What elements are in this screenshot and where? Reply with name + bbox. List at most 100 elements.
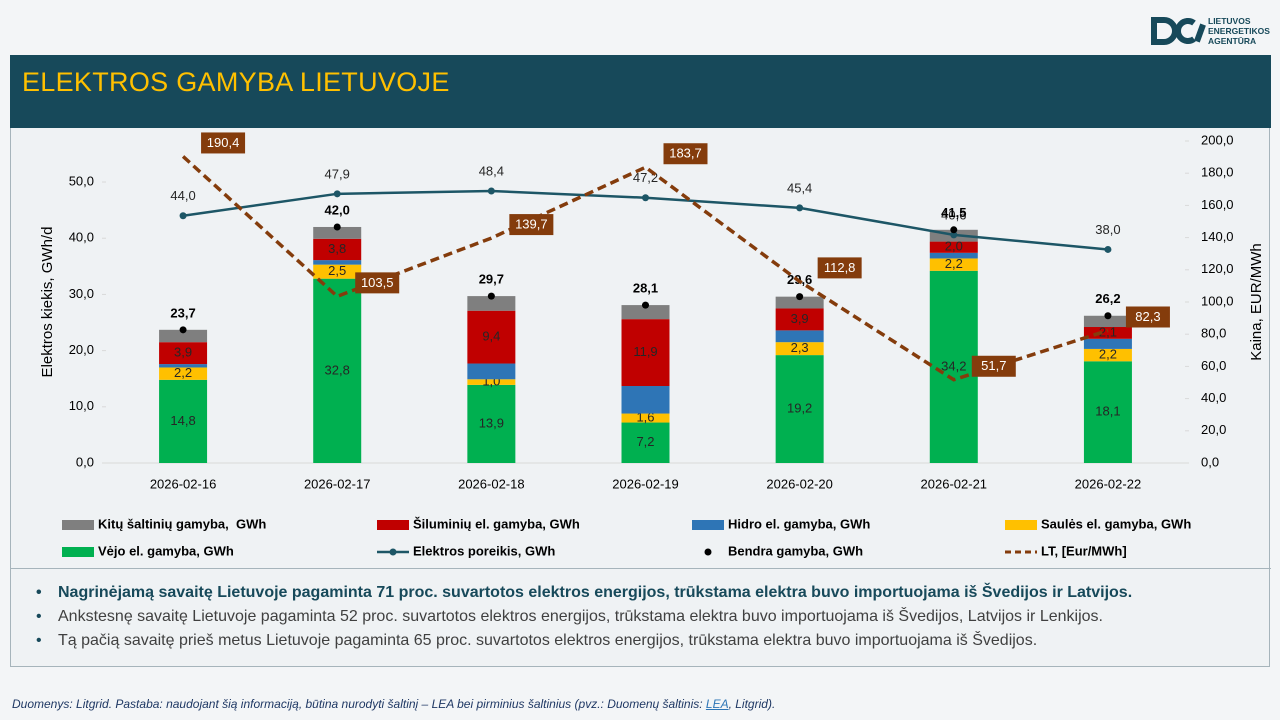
value-label: 7,2	[636, 434, 654, 449]
y-tick-label: 20,0	[69, 342, 94, 357]
bar-segment	[929, 252, 978, 259]
y2-axis-title: Kaina, EUR/MWh	[1248, 243, 1265, 361]
bar-segment	[159, 367, 208, 380]
value-label: 2,3	[791, 340, 809, 355]
value-label: 183,7	[669, 146, 702, 161]
bar-segment	[313, 238, 362, 261]
plot: Elektros kiekis, GWh/d Kaina, EUR/MWh 0,0 1…	[39, 132, 1265, 558]
footer-text: , Litgrid).	[728, 697, 776, 711]
logo-line: AGENTŪRA	[1208, 36, 1257, 46]
value-label: 18,1	[1095, 404, 1120, 419]
value-label: 42,0	[325, 202, 350, 217]
line	[181, 155, 1109, 382]
price-label-box	[201, 132, 246, 154]
line-marker	[179, 212, 187, 220]
footer: Duomenys: Litgrid. Pastaba: naudojant ši…	[12, 697, 775, 711]
value-label: 38,0	[1095, 222, 1120, 237]
value-label: 3,9	[791, 311, 809, 326]
legend-item: Bendra gamyba, GWh	[704, 543, 863, 558]
legend-label: Bendra gamyba, GWh	[728, 543, 863, 558]
total-marker	[1104, 312, 1112, 320]
bar-segment	[467, 363, 516, 380]
y-axis-title: Elektros kiekis, GWh/d	[39, 227, 56, 378]
bar-segment	[159, 364, 208, 368]
y2-tick-label: 120,0	[1201, 261, 1234, 276]
legend-item: Šiluminių el. gamyba, GWh	[377, 516, 580, 531]
footer-link[interactable]: LEA	[705, 697, 729, 711]
y-tick-label: 50,0	[69, 173, 94, 188]
y2-tick-label: 20,0	[1201, 422, 1226, 437]
value-label: 2,2	[174, 365, 192, 380]
legend-label: Saulės el. gamyba, GWh	[1041, 516, 1191, 531]
y2-tick-label: 0,0	[1201, 454, 1219, 469]
value-label: 51,7	[981, 358, 1006, 373]
bar-segment	[621, 422, 670, 463]
logo-mark	[1151, 17, 1206, 45]
bar-segment	[1083, 348, 1132, 362]
x-tick-label: 2026-02-17	[304, 476, 371, 491]
legend-item: LT, [Eur/MWh]	[1005, 543, 1127, 558]
footer-text: Duomenys: Litgrid. Pastaba: naudojant ši…	[12, 697, 706, 711]
logo: LIETUVOS ENERGETIKOS AGENTŪRA	[1150, 14, 1275, 54]
legend-item: Saulės el. gamyba, GWh	[1005, 516, 1191, 531]
legend-item: Hidro el. gamyba, GWh	[692, 516, 870, 531]
logo-line: ENERGETIKOS	[1208, 26, 1270, 36]
bar-segment	[313, 226, 362, 239]
value-label: 11,9	[633, 344, 657, 359]
bar-segment	[775, 342, 824, 356]
bar-segment	[467, 310, 516, 364]
total-marker	[333, 223, 341, 231]
y2-tick-label: 80,0	[1201, 326, 1226, 341]
value-label: 82,3	[1135, 309, 1160, 324]
value-label: 29,7	[479, 272, 504, 287]
bar-segment	[775, 330, 824, 343]
value-label: 13,9	[479, 415, 504, 430]
bar-segment	[467, 384, 516, 463]
total-marker	[950, 226, 958, 234]
value-label: 47,9	[325, 166, 350, 181]
value-label: 2,2	[945, 256, 963, 271]
x-tick-label: 2026-02-19	[612, 476, 679, 491]
bar-segment	[775, 355, 824, 463]
value-label: 32,8	[325, 362, 350, 377]
y2-tick-label: 180,0	[1201, 165, 1234, 180]
legend-item: Elektros poreikis, GWh	[377, 543, 555, 558]
chart: Elektros kiekis, GWh/d Kaina, EUR/MWh 0,0 1…	[39, 132, 1265, 558]
bar-segment	[621, 413, 670, 423]
value-label: 112,8	[824, 260, 856, 275]
price-label-box	[509, 214, 554, 236]
value-label: 2,2	[1099, 347, 1117, 362]
notes: Nagrinėjamą savaitę Lietuvoje pagaminta …	[10, 568, 1271, 667]
legend-label: Hidro el. gamyba, GWh	[728, 516, 870, 531]
value-label: 40,6	[941, 207, 966, 222]
bar-segment	[159, 342, 208, 365]
x-tick-label: 2026-02-16	[150, 476, 217, 491]
line-marker	[333, 190, 341, 198]
line-marker	[950, 231, 958, 239]
value-label: 14,8	[170, 413, 195, 428]
y2-tick-label: 200,0	[1201, 132, 1234, 147]
bar-segment	[1083, 338, 1132, 349]
bar-segment	[929, 270, 978, 463]
legend-swatch	[62, 520, 94, 530]
legend-item: Kitų šaltinių gamyba, GWh	[62, 516, 266, 531]
note: Tą pačią savaitę prieš metus Lietuvoje p…	[28, 629, 1271, 653]
line-marker	[642, 194, 649, 202]
price-label-box	[1125, 306, 1170, 328]
bar-segment	[467, 379, 516, 385]
legend-label: Šiluminių el. gamyba, GWh	[413, 516, 580, 531]
bar-segment	[313, 278, 362, 463]
value-label: 48,4	[479, 163, 504, 178]
y2-tick-label: 60,0	[1201, 358, 1226, 373]
value-label: 9,4	[482, 329, 500, 344]
y2-tick-label: 160,0	[1201, 197, 1234, 212]
y-tick-label: 40,0	[69, 230, 94, 245]
bar-segment	[1083, 315, 1132, 328]
x-tick-label: 2026-02-20	[766, 476, 833, 491]
legend-swatch	[1005, 520, 1037, 530]
logo-text: LIETUVOS ENERGETIKOS AGENTŪRA	[1208, 16, 1270, 46]
legend-marker	[704, 548, 712, 556]
value-label: 3,9	[174, 345, 192, 360]
bar-segment	[1083, 361, 1132, 463]
